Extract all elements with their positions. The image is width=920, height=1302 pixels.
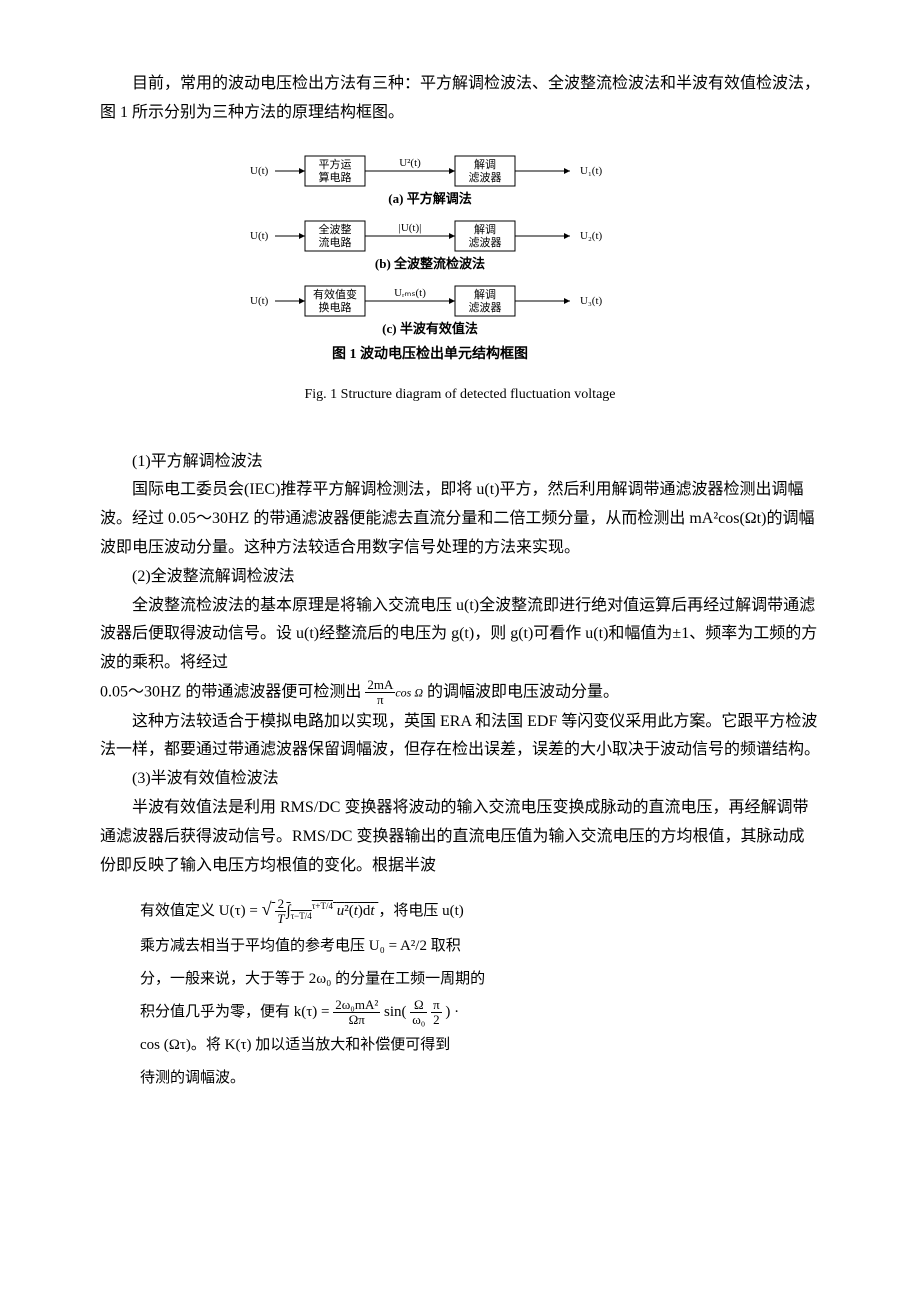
figure-caption-en: Fig. 1 Structure diagram of detected flu… [100, 382, 820, 407]
f-l2-u0: U₀ = A²/2 [369, 938, 427, 954]
formula-block: 有效值定义 U(τ) = √ 2T∫τ−T/4τ+T/4 u²(t)dt ，将电… [140, 890, 560, 1095]
f-l5a: cos (Ωτ)。将 [140, 1037, 225, 1053]
f-l1-ut: u(t) [442, 903, 464, 919]
intro-paragraph: 目前，常用的波动电压检出方法有三种：平方解调检波法、全波整流检波法和半波有效值检… [100, 70, 820, 128]
sec2-p1: 全波整流检波法的基本原理是将输入交流电压 u(t)全波整流即进行绝对值运算后再经… [100, 592, 820, 678]
sec1-p1: 国际电工委员会(IEC)推荐平方解调检测法，即将 u(t)平方，然后利用解调带通… [100, 476, 820, 562]
sec2-p2a: 0.05～30HZ 的带通滤波器便可检测出 [100, 683, 361, 700]
row-a-box2-l2: 滤波器 [469, 171, 502, 184]
f-l4-f3d: 2 [431, 1013, 442, 1027]
row-b-mid: |U(t)| [399, 222, 422, 234]
row-c-sub: (c) 半波有效值法 [382, 321, 478, 336]
sec2-frac-tail: cos Ω [395, 685, 423, 699]
sqrt-icon: √ [262, 899, 272, 919]
row-b-box1-l1: 全波整 [319, 222, 352, 236]
f-l1b: ，将电压 [378, 903, 442, 919]
f-l1a: 有效值定义 [140, 903, 219, 919]
row-c-mid: Uᵣₘₛ(t) [394, 287, 426, 299]
row-b-sub: (b) 全波整流检波法 [375, 256, 485, 271]
sec2-frac: 2mA π [365, 678, 395, 708]
row-a-input: U(t) [250, 165, 269, 177]
f-l4-num: 2ω₀mA² [333, 998, 380, 1013]
sec1-head: (1)平方解调检波法 [100, 448, 820, 477]
f-l4-den: Ωπ [333, 1013, 380, 1027]
row-b-input: U(t) [250, 230, 269, 242]
formula-line1: 有效值定义 U(τ) = √ 2T∫τ−T/4τ+T/4 u²(t)dt ，将电… [140, 890, 560, 930]
sec2-p2: 0.05～30HZ 的带通滤波器便可检测出 2mA π cos Ω 的调幅波即电… [100, 678, 820, 708]
sec2-frac-num: 2mA [365, 678, 395, 693]
f-l4-f2d: ω₀ [410, 1013, 427, 1027]
f-l4-frac3: π 2 [431, 998, 442, 1028]
row-b-box2-l1: 解调 [474, 222, 496, 236]
f-l4-k: k(τ) = [294, 1004, 330, 1020]
formula-line5: cos (Ωτ)。将 K(τ) 加以适当放大和补偿便可得到 [140, 1029, 560, 1062]
f-l4-frac2: Ω ω₀ [410, 998, 427, 1028]
row-b-out: U₂(t) [580, 230, 602, 242]
row-c-box1-l1: 有效值变 [313, 287, 357, 301]
row-c-box2-l1: 解调 [474, 287, 496, 301]
row-a-box2-l1: 解调 [474, 157, 496, 171]
formula-line3: 分，一般来说，大于等于 2ω₀ 的分量在工频一周期的 [140, 963, 560, 996]
row-b-box1-l2: 流电路 [319, 235, 352, 249]
row-a-box1-l1: 平方运 [319, 157, 352, 171]
sec3-p1: 半波有效值法是利用 RMS/DC 变换器将波动的输入交流电压变换成脉动的直流电压… [100, 794, 820, 880]
row-a-box1-l2: 算电路 [319, 170, 352, 184]
f-l2b: 取积 [431, 938, 461, 954]
f-l5b: 加以适当放大和补偿便可得到 [255, 1037, 450, 1053]
f-l4-f2n: Ω [410, 998, 427, 1013]
row-a-mid: U²(t) [399, 157, 421, 169]
f-l4a: 积分值几乎为零，便有 [140, 1004, 294, 1020]
f-l4-frac1: 2ω₀mA² Ωπ [333, 998, 380, 1028]
row-c-box1-l2: 换电路 [319, 300, 352, 314]
figure-title-cn: 图 1 波动电压检出单元结构框图 [332, 345, 528, 362]
f-l1-utau: U(τ) = [219, 903, 258, 919]
sec3-head: (3)半波有效值检波法 [100, 765, 820, 794]
row-c-box2-l2: 滤波器 [469, 301, 502, 314]
formula-line2: 乘方减去相当于平均值的参考电压 U₀ = A²/2 取积 [140, 930, 560, 963]
formula-line4: 积分值几乎为零，便有 k(τ) = 2ω₀mA² Ωπ sin( Ω ω₀ π … [140, 996, 560, 1029]
f-l1-sqrt: 2T∫τ−T/4τ+T/4 u²(t)dt [271, 903, 378, 919]
sec2-p3: 这种方法较适合于模拟电路加以实现，英国 ERA 和法国 EDF 等闪变仪采用此方… [100, 708, 820, 766]
f-l4-f3n: π [431, 998, 442, 1013]
diagram-svg: U(t) 平方运 算电路 U²(t) 解调 滤波器 U₁(t) (a) 平方解调… [230, 148, 690, 368]
sec2-frac-den: π [365, 693, 395, 707]
row-c-input: U(t) [250, 295, 269, 307]
sec2-p2b: 的调幅波即电压波动分量。 [427, 683, 619, 700]
f-l4-close: ) · [445, 1004, 459, 1020]
row-c-out: U₃(t) [580, 295, 602, 307]
row-a-out: U₁(t) [580, 165, 602, 177]
f-l4-sin: sin( [384, 1004, 407, 1020]
figure-1: U(t) 平方运 算电路 U²(t) 解调 滤波器 U₁(t) (a) 平方解调… [100, 148, 820, 408]
row-a-sub: (a) 平方解调法 [388, 191, 471, 206]
formula-line6: 待测的调幅波。 [140, 1062, 560, 1095]
f-l2a: 乘方减去相当于平均值的参考电压 [140, 938, 369, 954]
sec2-head: (2)全波整流解调检波法 [100, 563, 820, 592]
f-l5-K: K(τ) [225, 1037, 252, 1053]
row-b-box2-l2: 滤波器 [469, 236, 502, 249]
